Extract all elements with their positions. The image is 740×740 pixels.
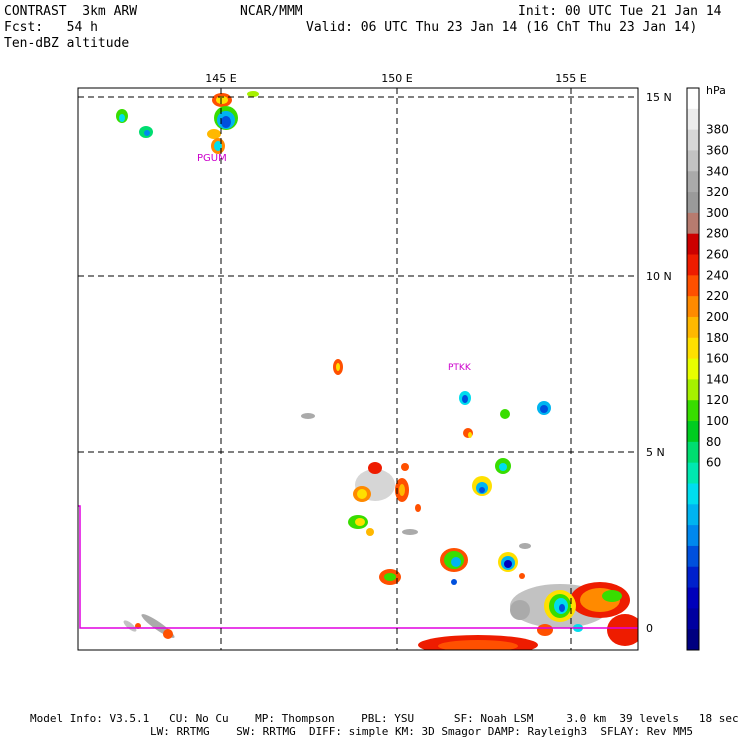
colorbar-tick-label: 240 — [706, 268, 729, 282]
colorbar-swatch — [687, 566, 699, 589]
center-label: NCAR/MMM — [240, 4, 303, 19]
colorbar-swatch — [687, 171, 699, 193]
colorbar: 380 360 340 320 300 280 260 240 220 200 180 160 140 1… — [686, 87, 729, 651]
field-name: Ten-dBZ altitude — [4, 36, 130, 51]
colorbar-tick-label: 140 — [706, 372, 729, 386]
colorbar-tick-label: 160 — [706, 352, 729, 366]
colorbar-tick-label: 220 — [706, 289, 729, 303]
lat-lon-grid — [78, 88, 638, 650]
model-title: CONTRAST 3km ARW — [4, 4, 138, 19]
svg-text:PGUM: PGUM — [197, 153, 227, 164]
station-marker: PGUM — [197, 153, 227, 164]
colorbar-swatch — [687, 462, 699, 484]
colorbar-swatch — [687, 88, 699, 110]
colorbar-swatch — [687, 400, 699, 422]
lon-label: 155 E — [555, 72, 586, 85]
colorbar-tick-label: 100 — [706, 414, 729, 428]
colorbar-tick-label: 120 — [706, 393, 729, 407]
colorbar-swatch — [687, 358, 699, 380]
colorbar-swatch — [687, 275, 699, 297]
colorbar-swatch — [687, 192, 699, 214]
lon-label: 150 E — [381, 72, 412, 85]
echo-cluster — [418, 582, 638, 650]
colorbar-swatch — [687, 379, 699, 401]
lat-label: 10 N — [646, 270, 672, 283]
colorbar-unit: hPa — [706, 84, 726, 97]
colorbar-tick-label: 200 — [706, 310, 729, 324]
colorbar-swatch — [687, 504, 699, 526]
colorbar-swatch — [687, 233, 699, 256]
colorbar-tick-label: 180 — [706, 331, 729, 345]
colorbar-tick-label: 320 — [706, 185, 729, 199]
colorbar-swatch — [687, 441, 699, 464]
model-info-line2: LW: RRTMG SW: RRTMG DIFF: simple KM: 3D … — [150, 725, 694, 738]
lat-label: 5 N — [646, 446, 665, 459]
radar-map: PGUM PTKK 145 E 150 E 155 E 15 N 10 N 5 … — [77, 72, 729, 651]
colorbar-frame — [686, 87, 700, 651]
echo-field — [116, 91, 638, 650]
colorbar-swatch — [687, 421, 699, 443]
valid-time: Valid: 06 UTC Thu 23 Jan 14 (16 ChT Thu … — [306, 20, 698, 35]
colorbar-swatch — [687, 150, 699, 172]
colorbar-tick-label: 260 — [706, 248, 729, 262]
colorbar-swatch — [687, 316, 699, 339]
forecast-hour: Fcst: 54 h — [4, 20, 98, 35]
echo-cluster — [123, 614, 175, 639]
colorbar-swatch — [687, 108, 699, 131]
colorbar-swatch — [687, 254, 699, 276]
init-time: Init: 00 UTC Tue 21 Jan 14 — [518, 4, 722, 19]
colorbar-swatch — [687, 296, 699, 318]
echo-cluster — [116, 91, 259, 154]
colorbar-tick-label: 60 — [706, 456, 721, 470]
colorbar-tick-label: 380 — [706, 123, 729, 137]
colorbar-swatch — [687, 483, 699, 505]
echo-cluster — [301, 359, 551, 496]
colorbar-tick-label: 80 — [706, 435, 721, 449]
colorbar-swatch — [687, 587, 699, 609]
echo-cluster — [348, 462, 421, 585]
colorbar-swatch — [687, 629, 699, 651]
colorbar-tick-label: 300 — [706, 206, 729, 220]
lat-label: 0 — [646, 622, 653, 635]
colorbar-swatch — [687, 337, 699, 360]
lon-label: 145 E — [205, 72, 236, 85]
svg-text:PTKK: PTKK — [448, 363, 472, 373]
colorbar-swatch — [687, 545, 699, 568]
colorbar-tick-label: 340 — [706, 164, 729, 178]
colorbar-swatch — [687, 525, 699, 547]
colorbar-tick-label: 280 — [706, 227, 729, 241]
colorbar-tick-label: 360 — [706, 143, 729, 157]
domain-boundary — [78, 505, 638, 629]
model-info-line1: Model Info: V3.5.1 CU: No Cu MP: Thompso… — [30, 712, 739, 725]
station-marker: PTKK — [448, 363, 472, 373]
map-frame — [77, 87, 639, 651]
colorbar-swatch — [687, 212, 699, 235]
colorbar-swatch — [687, 129, 699, 151]
echo-cluster — [440, 543, 531, 585]
lat-label: 15 N — [646, 91, 672, 104]
colorbar-swatch — [687, 608, 699, 630]
